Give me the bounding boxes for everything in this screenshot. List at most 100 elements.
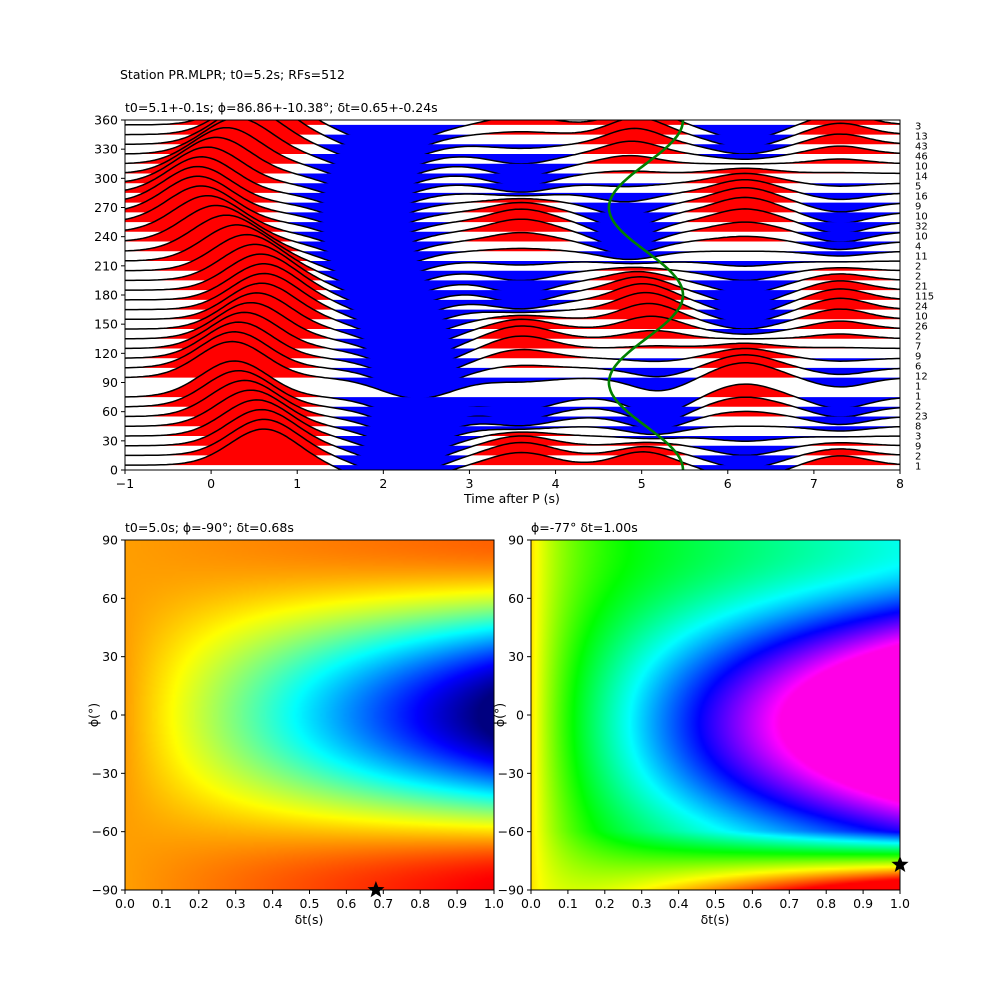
rf-negative-fill bbox=[125, 183, 900, 205]
figure-suptitle: Station PR.MLPR; t0=5.2s; RFs=512 bbox=[120, 67, 345, 82]
rf-trace bbox=[125, 428, 900, 470]
rf-negative-fill bbox=[125, 426, 900, 448]
x-tick-label: 0.2 bbox=[595, 896, 615, 911]
rf-negative-fill bbox=[125, 231, 900, 253]
x-tick-label: 0.5 bbox=[300, 896, 320, 911]
rf-trace-line bbox=[125, 204, 900, 264]
rf-count-label: 6 bbox=[915, 362, 921, 373]
best-fit-marker bbox=[891, 855, 909, 872]
x-tick-label: 0.1 bbox=[152, 896, 172, 911]
rf-negative-fill bbox=[125, 465, 900, 470]
rf-panel: t0=5.1+-0.1s; ϕ=86.86+-10.38°; δt=0.65+-… bbox=[94, 100, 934, 506]
rf-negative-fill bbox=[125, 367, 900, 389]
x-tick-label: 5 bbox=[638, 476, 646, 491]
rf-positive-fill bbox=[125, 429, 900, 466]
rf-count-label: 24 bbox=[915, 302, 928, 313]
y-tick-label: 90 bbox=[102, 533, 118, 548]
x-tick-label: 0.2 bbox=[189, 896, 209, 911]
rf-trace-line bbox=[125, 185, 900, 244]
rf-trace-line bbox=[125, 379, 900, 439]
rf-count-label: 9 bbox=[915, 352, 921, 363]
y-tick-label: 90 bbox=[102, 375, 118, 390]
x-tick-label: 1.0 bbox=[484, 896, 504, 911]
rf-count-label: 23 bbox=[915, 412, 928, 423]
y-tick-label: 90 bbox=[508, 533, 524, 548]
y-tick-label: 30 bbox=[102, 649, 118, 664]
y-tick-label: 30 bbox=[102, 433, 118, 448]
rf-count-label: 115 bbox=[915, 292, 934, 303]
rf-count-label: 10 bbox=[915, 232, 928, 243]
rf-negative-fill bbox=[125, 241, 900, 263]
x-tick-label: 2 bbox=[379, 476, 387, 491]
x-tick-label: 0.0 bbox=[115, 896, 135, 911]
x-tick-label: 0.5 bbox=[706, 896, 726, 911]
rf-count-label: 10 bbox=[915, 162, 928, 173]
x-tick-label: 0.7 bbox=[779, 896, 799, 911]
rf-count-label: 5 bbox=[915, 182, 921, 193]
rf-trace-line bbox=[125, 408, 900, 468]
x-tick-label: 7 bbox=[810, 476, 818, 491]
rf-count-label: 10 bbox=[915, 212, 928, 223]
y-tick-label: −90 bbox=[498, 883, 524, 898]
rf-negative-fill bbox=[125, 192, 900, 214]
heatmap-right-title: ϕ=-77° δt=1.00s bbox=[531, 520, 638, 535]
x-tick-label: 0.6 bbox=[336, 896, 356, 911]
rf-trace-line bbox=[125, 175, 900, 235]
y-tick-label: 60 bbox=[102, 404, 118, 419]
y-tick-label: −90 bbox=[92, 883, 118, 898]
y-tick-label: −30 bbox=[92, 766, 118, 781]
x-tick-label: 0 bbox=[207, 476, 215, 491]
rf-count-label: 46 bbox=[915, 152, 928, 163]
rf-negative-fill bbox=[125, 212, 900, 234]
rf-count-label: 2 bbox=[915, 402, 921, 413]
rf-count-label: 32 bbox=[915, 222, 928, 233]
x-tick-label: 0.3 bbox=[632, 896, 652, 911]
rf-trace-line bbox=[125, 389, 900, 448]
best-fit-star-icon bbox=[367, 881, 385, 898]
heatmap-left-y-axis: −90 −60 −30 0 30 60 90 bbox=[92, 533, 125, 898]
rf-count-label: 14 bbox=[915, 172, 928, 183]
y-tick-label: 300 bbox=[94, 171, 118, 186]
rf-trace-line bbox=[125, 301, 900, 361]
y-tick-label: 0 bbox=[110, 463, 118, 478]
x-tick-label: 4 bbox=[552, 476, 560, 491]
rf-negative-fill bbox=[125, 455, 900, 470]
y-tick-label: 210 bbox=[94, 258, 118, 273]
y-tick-label: 360 bbox=[94, 113, 118, 128]
rf-trace-line bbox=[125, 311, 900, 371]
heatmap-left-x-axis: 0.0 0.1 0.2 0.3 0.4 0.5 0.6 0.7 0.8 0.9 1.0 bbox=[115, 890, 504, 911]
rf-count-label: 12 bbox=[915, 372, 928, 383]
rf-count-label: 2 bbox=[915, 332, 921, 343]
rf-count-label: 9 bbox=[915, 202, 921, 213]
y-tick-label: 0 bbox=[110, 708, 118, 723]
rf-trace-line bbox=[125, 331, 900, 390]
heatmap-left-title: t0=5.0s; ϕ=-90°; δt=0.68s bbox=[125, 520, 294, 535]
rf-count-label: 3 bbox=[915, 122, 921, 133]
x-tick-label: 0.0 bbox=[521, 896, 541, 911]
y-tick-label: 150 bbox=[94, 317, 118, 332]
rf-trace-line bbox=[125, 282, 900, 341]
rf-count-label: 10 bbox=[915, 312, 928, 323]
x-tick-label: 6 bbox=[724, 476, 732, 491]
y-tick-label: 120 bbox=[94, 346, 118, 361]
rf-trace-line bbox=[125, 120, 900, 157]
y-tick-label: −60 bbox=[92, 824, 118, 839]
x-tick-label: 0.9 bbox=[447, 896, 467, 911]
x-tick-label: 0.4 bbox=[669, 896, 689, 911]
heatmap-left-image bbox=[125, 540, 494, 890]
rf-count-label: 9 bbox=[915, 442, 921, 453]
x-tick-label: −1 bbox=[116, 476, 134, 491]
rf-trace-line bbox=[125, 156, 900, 215]
rf-count-label: 8 bbox=[915, 422, 921, 433]
heatmap-left-panel: t0=5.0s; ϕ=-90°; δt=0.68s 0.0 0.1 0.2 0.3 0.… bbox=[86, 520, 504, 927]
y-tick-label: 330 bbox=[94, 142, 118, 157]
best-fit-star-icon bbox=[891, 855, 909, 872]
heatmap-right-panel: ϕ=-77° δt=1.00s 0.0 0.1 0.2 0.3 0.4 0.5 0.6 0.7… bbox=[492, 520, 910, 927]
rf-trace-line bbox=[125, 224, 900, 283]
rf-plot-area bbox=[125, 120, 900, 470]
y-tick-label: 60 bbox=[102, 591, 118, 606]
heatmap-left-x-label: δt(s) bbox=[295, 912, 324, 927]
rf-trace-line bbox=[125, 146, 900, 205]
y-tick-label: 30 bbox=[508, 649, 524, 664]
rf-count-label: 2 bbox=[915, 262, 921, 273]
